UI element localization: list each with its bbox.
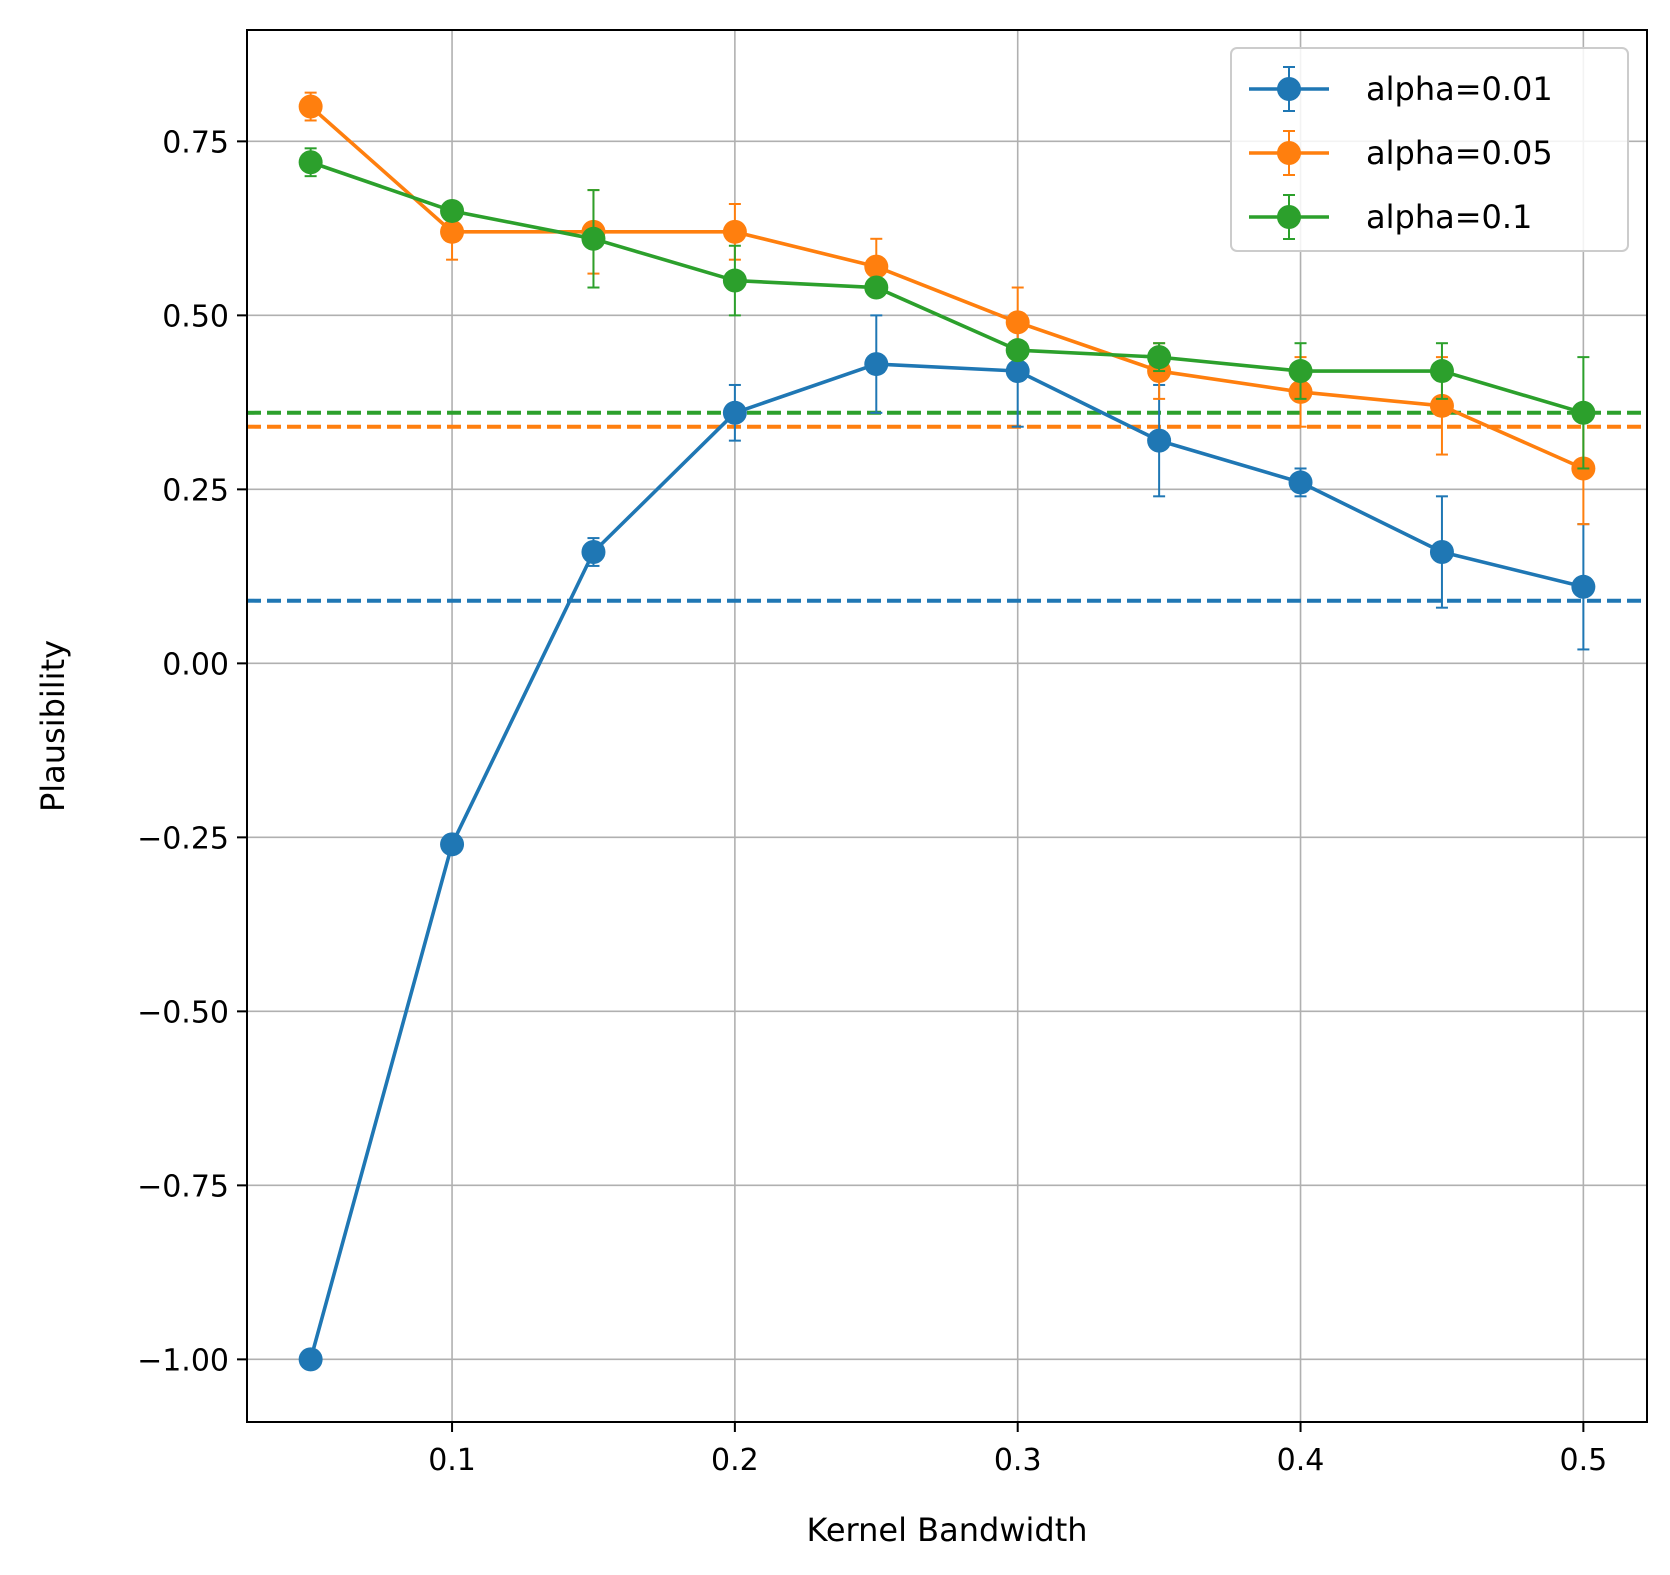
data-point: [298, 94, 323, 119]
y-axis-label: Plausibility: [34, 640, 72, 812]
data-point: [581, 540, 606, 564]
data-point: [864, 275, 889, 300]
x-tick-label: 0.5: [1560, 1443, 1608, 1478]
x-tick-label: 0.2: [711, 1443, 759, 1478]
data-point: [581, 226, 606, 251]
data-point: [1571, 400, 1596, 425]
legend-label: alpha=0.01: [1366, 70, 1553, 108]
data-point: [298, 150, 323, 175]
legend: alpha=0.01 alpha=0.05 alpha=0.1: [1230, 47, 1629, 252]
grid: [247, 30, 1647, 1422]
y-tick-label: −0.25: [137, 821, 229, 856]
y-tick-label: 0.00: [162, 647, 229, 682]
x-tick-label: 0.3: [994, 1443, 1042, 1478]
y-tick-label: 0.25: [162, 473, 229, 508]
data-point: [1288, 470, 1313, 495]
data-point: [440, 219, 465, 244]
data-point: [722, 400, 747, 425]
y-tick-label: 0.75: [162, 125, 229, 160]
x-tick-label: 0.1: [428, 1443, 476, 1478]
legend-marker: [1277, 77, 1301, 101]
legend-marker: [1277, 141, 1301, 165]
data-point: [440, 832, 465, 857]
legend-marker: [1277, 205, 1301, 229]
baselines: [247, 410, 1647, 603]
plot-frame: [246, 29, 1648, 1423]
y-tick-label: 0.50: [162, 299, 229, 334]
data-point: [1005, 310, 1030, 335]
data-point: [1005, 338, 1030, 363]
data-point: [1429, 359, 1454, 384]
data-point: [440, 198, 465, 223]
data-point: [298, 1347, 323, 1372]
data-point: [864, 254, 889, 279]
data-point: [722, 268, 747, 293]
y-tick-label: −1.00: [137, 1343, 229, 1378]
data-point: [1147, 428, 1172, 453]
series-alpha=0.1: [298, 147, 1596, 470]
x-tick-label: 0.4: [1277, 1443, 1325, 1478]
data-point: [1147, 345, 1172, 370]
legend-label: alpha=0.1: [1366, 198, 1532, 236]
legend-label: alpha=0.05: [1366, 134, 1553, 172]
ticks: 0.1 0.2 0.3 0.4 0.5 0.75 0.50 0.25 0.00 −0.25 −0.5…: [137, 125, 1607, 1478]
series-layer: [298, 91, 1596, 1372]
series-line: [309, 105, 1585, 471]
data-point: [864, 352, 889, 377]
data-point: [1005, 359, 1030, 384]
data-point: [1429, 540, 1454, 564]
data-point: [1288, 359, 1313, 384]
legend-box: [1230, 47, 1629, 252]
data-point: [722, 219, 747, 244]
y-tick-label: −0.50: [137, 995, 229, 1030]
data-point: [1571, 574, 1596, 599]
y-tick-label: −0.75: [137, 1169, 229, 1204]
x-axis-label: Kernel Bandwidth: [806, 1511, 1087, 1549]
series-alpha=0.01: [298, 314, 1596, 1372]
series-line: [310, 160, 1584, 415]
series-line: [308, 362, 1584, 1360]
